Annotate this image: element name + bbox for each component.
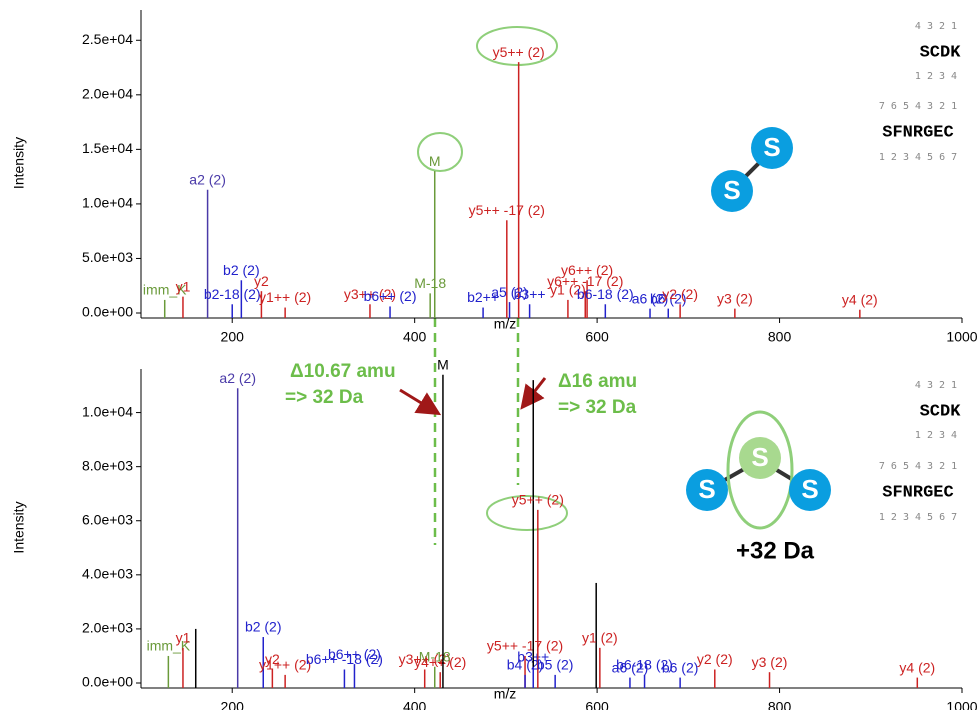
y-axis-label: Intensity — [11, 501, 27, 553]
peak-label: a2 (2) — [189, 171, 226, 187]
sulfur-label: S — [763, 132, 780, 162]
y-axis-label: Intensity — [11, 137, 27, 189]
peak-label: y5++ -17 (2) — [469, 202, 545, 218]
x-axis-label: m/z — [494, 686, 517, 702]
peak-label: M — [437, 356, 449, 372]
x-tick-label: 800 — [768, 329, 792, 345]
shift-annotation: Δ10.67 amu — [290, 361, 396, 382]
x-tick-label: 400 — [403, 329, 427, 345]
peak-label: a2 (2) — [219, 370, 256, 386]
y-tick-label: 2.0e+03 — [82, 620, 133, 636]
x-tick-label: 200 — [221, 329, 245, 345]
ion-numbers: 4 3 2 1 — [915, 21, 957, 32]
y-tick-label: 4.0e+03 — [82, 566, 133, 582]
ion-numbers: 7 6 5 4 3 2 1 — [879, 101, 957, 112]
peak-label: b6++ (2) — [364, 288, 417, 304]
peak-label: y2 — [254, 273, 269, 289]
peak-label: M — [429, 153, 441, 169]
sulfur-label: S — [723, 175, 740, 205]
peptide: SFNRGEC — [882, 483, 953, 502]
y-tick-label: 1.0e+04 — [82, 195, 133, 211]
peak-label: y3 (2) — [717, 290, 753, 306]
shift-annotation: => 32 Da — [558, 397, 637, 418]
x-axis-label: m/z — [494, 316, 517, 332]
peak-label: b6-18 (2) — [577, 286, 634, 302]
x-tick-label: 1000 — [946, 329, 977, 345]
y-tick-label: 1.5e+04 — [82, 140, 133, 156]
peak-label: y2 (2) — [697, 651, 733, 667]
x-tick-label: 800 — [768, 699, 792, 710]
x-tick-label: 600 — [585, 329, 609, 345]
y-tick-label: 1.0e+04 — [82, 403, 133, 419]
shift-annotation: Δ16 amu — [558, 371, 637, 392]
shift-annotation: => 32 Da — [285, 387, 364, 408]
peak-label: y2 (2) — [662, 286, 698, 302]
structure-top: 4 3 2 1 SCDK 1 2 3 4 7 6 5 4 3 2 1 SFNRG… — [711, 21, 961, 212]
peak-label: b2-18 (2) — [204, 286, 261, 302]
peak-label: y4 (2) — [842, 291, 878, 307]
y-tick-label: 2.0e+04 — [82, 86, 133, 102]
x-tick-label: 1000 — [946, 699, 977, 710]
sulfur-label: S — [751, 442, 768, 472]
peak-label: b5 (2) — [537, 657, 574, 673]
ion-numbers: 1 2 3 4 5 6 7 — [879, 512, 957, 523]
x-tick-label: 400 — [403, 699, 427, 710]
peak-label: y6++ (2) — [561, 262, 613, 278]
peak-label: y3 (2) — [752, 654, 788, 670]
peak-label: y4++ (2) — [414, 654, 466, 670]
sulfur-label: S — [698, 474, 715, 504]
sulfur-label: S — [801, 474, 818, 504]
peptide: SCDK — [920, 402, 962, 421]
peak-label: y5++ (2) — [493, 44, 545, 60]
ion-numbers: 1 2 3 4 5 6 7 — [879, 152, 957, 163]
peak-label: b3++ — [514, 286, 546, 302]
structure-bottom: 4 3 2 1 SCDK 1 2 3 4 7 6 5 4 3 2 1 SFNRG… — [686, 380, 961, 564]
ion-numbers: 1 2 3 4 — [915, 71, 957, 82]
peak-label: b6 (2) — [662, 659, 699, 675]
peptide: SCDK — [920, 43, 962, 62]
y-tick-label: 8.0e+03 — [82, 457, 133, 473]
peak-label: b6++ (2) — [328, 646, 381, 662]
y-tick-label: 5.0e+03 — [82, 249, 133, 265]
ion-numbers: 1 2 3 4 — [915, 430, 957, 441]
peak-label: y1 (2) — [582, 630, 618, 646]
peak-label: y5++ (2) — [512, 492, 564, 508]
peak-label: y1++ (2) — [259, 289, 311, 305]
peak-label: y4 (2) — [899, 659, 935, 675]
spectrum-figure: 4 3 2 1 SCDK 1 2 3 4 7 6 5 4 3 2 1 SFNRG… — [0, 0, 980, 710]
peak-label: y1++ (2) — [259, 657, 311, 673]
peak-label: y1 — [176, 278, 191, 294]
y-tick-label: 6.0e+03 — [82, 511, 133, 527]
arrow — [400, 390, 436, 412]
y-tick-label: 0.0e+00 — [82, 674, 133, 690]
peak-label: y1 — [176, 630, 191, 646]
x-tick-label: 200 — [221, 699, 245, 710]
ion-numbers: 7 6 5 4 3 2 1 — [879, 461, 957, 472]
x-tick-label: 600 — [585, 699, 609, 710]
mass-shift: +32 Da — [736, 537, 815, 564]
y-tick-label: 2.5e+04 — [82, 31, 133, 47]
ion-numbers: 4 3 2 1 — [915, 380, 957, 391]
arrow — [524, 378, 545, 405]
y-tick-label: 0.0e+00 — [82, 304, 133, 320]
peak-label: M-18 — [414, 275, 446, 291]
peak-label: b2 (2) — [245, 619, 282, 635]
peptide: SFNRGEC — [882, 123, 953, 142]
